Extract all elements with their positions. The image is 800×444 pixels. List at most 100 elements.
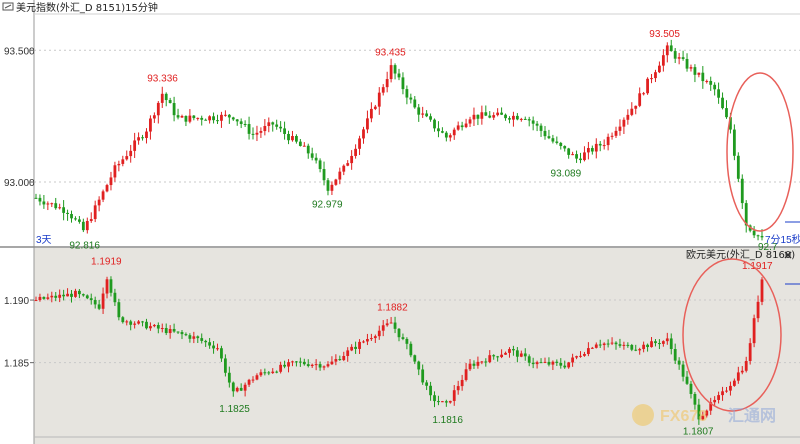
price-annotation-low: 1.1825 [219,404,250,415]
candle-body [717,89,720,98]
price-annotations: 92.816 93.336 92.979 93.435 93.089 93.505 92.7… [69,29,778,438]
candle-body [539,125,543,131]
candle-body [622,344,626,346]
candle-body [673,51,677,59]
upper-candles [34,39,764,241]
candle-body [358,341,361,349]
price-annotation-low: 93.089 [551,169,582,180]
candle-body [709,80,713,85]
candle-body [164,327,168,334]
candle-body [464,123,468,128]
candle-body [669,45,673,52]
candle-body [677,57,681,59]
candle-body [437,401,440,403]
candle-body [626,114,630,120]
candle-body [389,322,393,324]
candle-body [401,337,405,339]
period-label: 3天 [36,235,52,246]
candle-body [70,293,73,297]
lower-chart-title: 欧元美元(外汇_D 8160) [686,248,795,261]
candle-body [62,294,66,297]
candle-body [515,115,519,120]
candle-body [231,382,235,392]
candle-body [677,360,681,365]
candle-body [156,325,160,329]
candle-body [267,122,271,127]
candle-body [310,364,314,367]
candle-body [42,296,46,299]
price-annotation-high: 93.435 [375,47,406,58]
candle-body [227,372,231,383]
candle-body [721,391,724,396]
candle-body [523,353,527,357]
candle-body [74,290,77,297]
candle-body [314,364,318,366]
candle-body [464,369,468,380]
candle-body [101,191,105,200]
candle-body [318,364,322,368]
candle-body [452,129,456,136]
candle-body [129,321,133,325]
candle-body [216,120,219,122]
candle-body [176,115,180,118]
candle-body [125,156,129,160]
candle-body [654,72,657,79]
candle-body [701,72,705,82]
candle-body [393,322,397,329]
candle-body [448,135,452,138]
price-annotation-high: 93.336 [147,73,178,84]
candle-body [626,344,630,346]
candle-body [661,55,665,66]
candle-body [413,355,417,362]
candle-body [338,171,342,180]
candle-body [575,356,578,358]
candle-body [81,221,85,231]
candle-body [500,112,503,115]
candle-body [725,108,728,118]
candle-body [602,343,606,346]
candle-body [650,78,653,80]
candle-body [354,346,357,349]
candle-body [658,343,661,345]
candle-body [377,92,381,107]
close-icon[interactable] [784,251,792,259]
candle-body [326,364,330,367]
upper-panel-bg [0,0,800,248]
candle-body [85,220,89,231]
candle-body [279,126,283,129]
candle-body [239,121,243,124]
candle-body [697,72,701,75]
candle-body [172,328,176,332]
candle-body [192,115,196,119]
candle-body [441,131,444,133]
candle-body [389,65,393,80]
candle-body [168,328,172,334]
candle-body [421,369,425,383]
candle-body [113,165,117,178]
y-tick-labels: 93.500 93.000 1.190 1.185 [4,46,35,369]
candle-body [614,342,618,345]
candle-body [701,415,705,420]
candle-body [448,400,452,403]
candle-body [535,362,539,365]
candle-body [62,207,66,213]
candle-body [350,155,354,164]
candle-body [255,375,259,380]
candle-body [610,135,614,137]
lower-highlight-circle [682,258,782,412]
candle-body [417,107,421,115]
y-tick-label: 93.000 [4,178,35,189]
candle-body [425,113,429,117]
candle-body [519,353,523,357]
candle-body [58,294,62,298]
candle-body [259,372,263,376]
candle-body [508,349,511,353]
candle-body [46,203,50,205]
candle-body [196,336,200,339]
candle-body [725,390,728,392]
candle-body [579,355,582,357]
candle-body [295,361,298,363]
chart-window-icon[interactable] [2,2,14,11]
candle-body [291,136,294,141]
candle-body [602,145,606,147]
